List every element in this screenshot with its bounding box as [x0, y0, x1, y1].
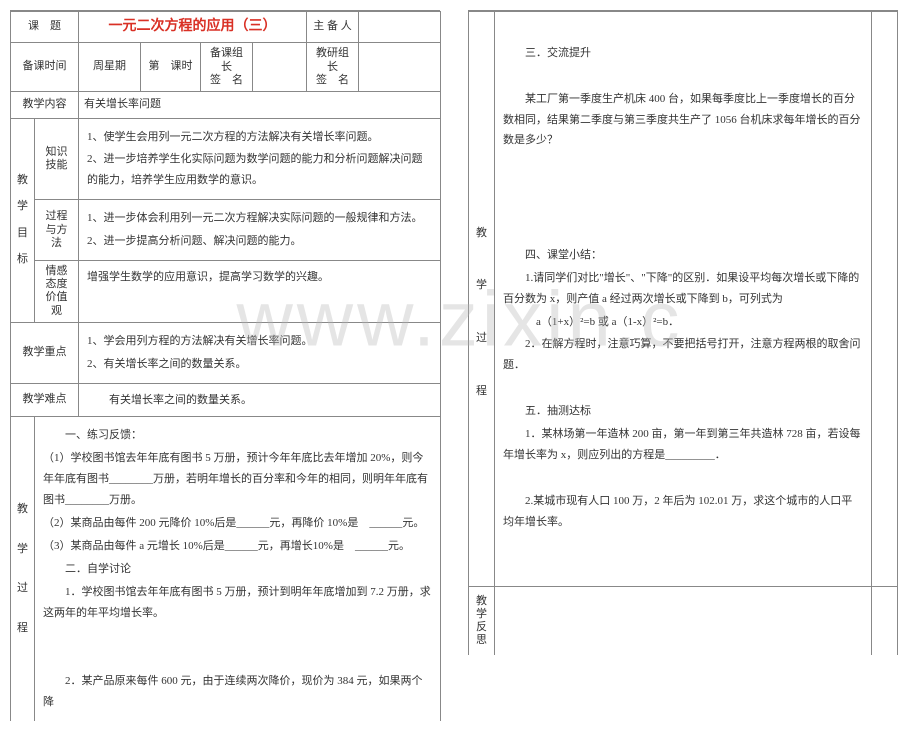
label-research-leader: 教研组长签 名 — [307, 43, 359, 92]
page-left: 课 题 一元二次方程的应用（三） 主 备 人 备课时间 周星期 第 课时 备课组… — [10, 10, 440, 721]
label-knowledge: 知识技能 — [35, 118, 79, 200]
margin-col — [872, 12, 898, 587]
label-teaching-process-right: 教 学 过 程 — [469, 12, 495, 587]
value-difficulty: 有关增长率之间的数量关系。 — [79, 383, 441, 417]
value-reflection — [495, 587, 872, 656]
label-prep-time: 备课时间 — [11, 43, 79, 92]
value-main-author — [359, 12, 441, 43]
goal-attitude: 增强学生数学的应用意识，提高学习数学的兴趣。 — [79, 261, 441, 323]
value-keypoint: 1、学会用列方程的方法解决有关增长率问题。2、有关增长率之间的数量关系。 — [79, 322, 441, 383]
lesson-title: 一元二次方程的应用（三） — [79, 12, 307, 43]
label-teaching-process-left: 教 学 过 程 — [11, 417, 35, 721]
lesson-plan-table-right: 教 学 过 程 三．交流提升 某工厂第一季度生产机床 400 台，如果每季度比上… — [468, 11, 898, 655]
value-research-leader — [359, 43, 441, 92]
value-content: 有关增长率问题 — [79, 91, 441, 118]
label-attitude: 情感态度价值观 — [35, 261, 79, 323]
label-process: 过程与方法 — [35, 200, 79, 261]
label-content: 教学内容 — [11, 91, 79, 118]
label-topic: 课 题 — [11, 12, 79, 43]
teaching-process-right: 三．交流提升 某工厂第一季度生产机床 400 台，如果每季度比上一季度增长的百分… — [495, 12, 872, 587]
value-group-leader — [253, 43, 307, 92]
goal-process: 1、进一步体会利用列一元二次方程解决实际问题的一般规律和方法。2、进一步提高分析… — [79, 200, 441, 261]
label-teaching-goals: 教 学 目 标 — [11, 118, 35, 322]
value-period: 第 课时 — [141, 43, 201, 92]
goal-knowledge: 1、使学生会用列一元二次方程的方法解决有关增长率问题。2、进一步培养学生化实际问… — [79, 118, 441, 200]
label-group-leader: 备课组长签 名 — [201, 43, 253, 92]
label-difficulty: 教学难点 — [11, 383, 79, 417]
label-reflection: 教学反思 — [469, 587, 495, 656]
teaching-process-left: 一、练习反馈：（1）学校图书馆去年年底有图书 5 万册，预计今年年底比去年增加 … — [35, 417, 441, 721]
margin-col-2 — [872, 587, 898, 656]
value-week: 周星期 — [79, 43, 141, 92]
page-right: 教 学 过 程 三．交流提升 某工厂第一季度生产机床 400 台，如果每季度比上… — [468, 10, 898, 721]
label-keypoint: 教学重点 — [11, 322, 79, 383]
label-main-author: 主 备 人 — [307, 12, 359, 43]
lesson-plan-table: 课 题 一元二次方程的应用（三） 主 备 人 备课时间 周星期 第 课时 备课组… — [10, 11, 441, 721]
